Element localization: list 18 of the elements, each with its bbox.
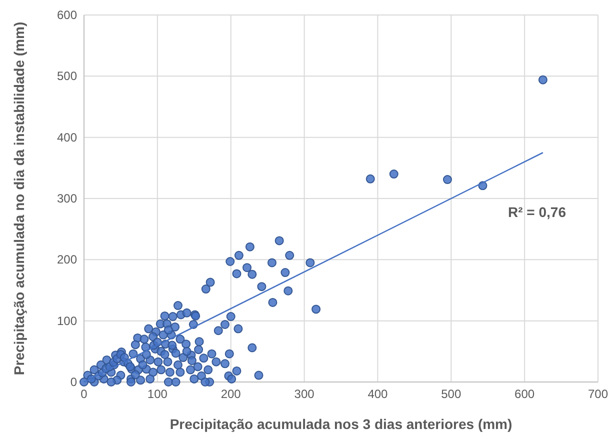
y-tick-label: 100 [56, 314, 78, 328]
x-tick-label: 600 [514, 387, 535, 401]
x-tick-label: 0 [80, 387, 88, 401]
x-tick-label: 400 [368, 387, 388, 401]
y-tick-label: 200 [56, 252, 78, 267]
x-tick-label: 300 [294, 387, 315, 401]
y-tick-label: 0 [70, 375, 78, 389]
annotation: R² = 0,76 [508, 204, 566, 220]
x-tick-label: 500 [441, 387, 462, 401]
x-axis-title: Precipitação acumulada nos 3 dias anteriores (mm) [170, 416, 512, 432]
y-tick-label: 400 [56, 130, 78, 144]
y-tick-label: 500 [56, 69, 78, 84]
x-tick-label: 700 [588, 387, 608, 401]
y-tick-label: 600 [56, 8, 78, 22]
x-tick-label: 200 [220, 387, 242, 401]
y-axis-title: Precipitação acumulada no dia da instabilidade (mm) [11, 22, 27, 376]
y-tick-label: 300 [56, 192, 78, 206]
x-tick-label: 100 [147, 387, 168, 401]
